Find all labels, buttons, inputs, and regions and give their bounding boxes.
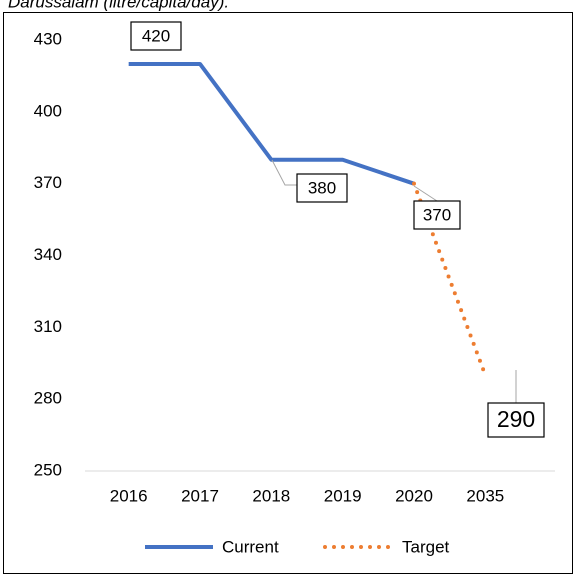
chart-border [3,12,573,574]
x-tick-label: 2018 [252,486,290,505]
leader-line [271,159,297,186]
leader-line [413,185,438,202]
x-tick-label: 2017 [181,486,219,505]
x-tick-label: 2019 [324,486,362,505]
legend-label: Target [402,537,450,556]
y-tick-label: 400 [34,101,62,120]
data-label-box [413,200,461,230]
data-label: 420 [142,26,170,45]
data-label-box [296,173,348,203]
y-tick-label: 370 [34,173,62,192]
y-tick-label: 340 [34,245,62,264]
data-label: 380 [308,178,336,197]
legend-label: Current [222,537,279,556]
y-tick-label: 280 [34,389,62,408]
data-label-box [130,21,182,51]
data-label: 290 [497,406,535,432]
line-series [128,61,415,186]
x-tick-label: 2020 [395,486,433,505]
data-label: 370 [423,205,451,224]
y-tick-label: 430 [34,29,62,48]
x-tick-label: 2035 [466,486,504,505]
y-tick-label: 250 [34,460,62,479]
chart-title: Darussalam (litre/capita/day). [8,0,229,11]
y-tick-label: 310 [34,317,62,336]
data-label-box [487,402,545,438]
x-tick-label: 2016 [110,486,148,505]
